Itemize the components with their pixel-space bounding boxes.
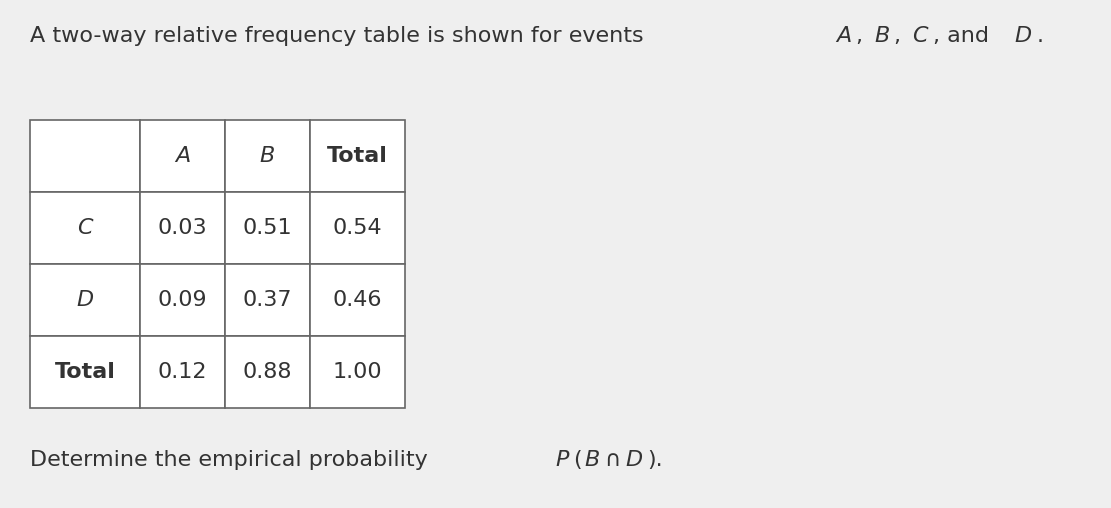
Bar	[140, 336, 226, 408]
Text: 0.51: 0.51	[242, 218, 292, 238]
Bar	[140, 264, 226, 336]
Text: 0.37: 0.37	[242, 290, 292, 310]
Text: D: D	[625, 450, 642, 470]
Text: 1.00: 1.00	[332, 362, 382, 382]
Text: P: P	[556, 450, 569, 470]
Bar	[310, 336, 406, 408]
Text: B: B	[874, 26, 890, 46]
Text: (: (	[573, 450, 582, 470]
Text: D: D	[1014, 26, 1032, 46]
Bar	[30, 264, 140, 336]
Text: D: D	[77, 290, 93, 310]
Bar	[30, 192, 140, 264]
Text: A: A	[174, 146, 190, 166]
Text: ,: ,	[894, 26, 909, 46]
Text: B: B	[260, 146, 276, 166]
Text: ∩: ∩	[604, 450, 620, 470]
Text: C: C	[78, 218, 92, 238]
Bar	[310, 120, 406, 192]
Bar	[226, 120, 310, 192]
Text: 0.09: 0.09	[158, 290, 208, 310]
Text: A: A	[837, 26, 851, 46]
Bar	[30, 336, 140, 408]
Text: .: .	[1037, 26, 1044, 46]
Bar	[140, 192, 226, 264]
Text: 0.88: 0.88	[242, 362, 292, 382]
Bar	[226, 336, 310, 408]
Text: Determine the empirical probability: Determine the empirical probability	[30, 450, 434, 470]
Text: A two-way relative frequency table is shown for events: A two-way relative frequency table is sh…	[30, 26, 651, 46]
Text: Total: Total	[327, 146, 388, 166]
Bar	[226, 264, 310, 336]
Bar	[310, 192, 406, 264]
Bar	[140, 120, 226, 192]
Text: C: C	[912, 26, 928, 46]
Bar	[30, 120, 140, 192]
Text: ).: ).	[648, 450, 663, 470]
Text: 0.46: 0.46	[333, 290, 382, 310]
Text: 0.03: 0.03	[158, 218, 208, 238]
Text: , and: , and	[932, 26, 995, 46]
Bar	[310, 264, 406, 336]
Text: B: B	[584, 450, 600, 470]
Text: Total: Total	[54, 362, 116, 382]
Text: ,: ,	[855, 26, 870, 46]
Text: 0.12: 0.12	[158, 362, 208, 382]
Bar	[226, 192, 310, 264]
Text: 0.54: 0.54	[332, 218, 382, 238]
